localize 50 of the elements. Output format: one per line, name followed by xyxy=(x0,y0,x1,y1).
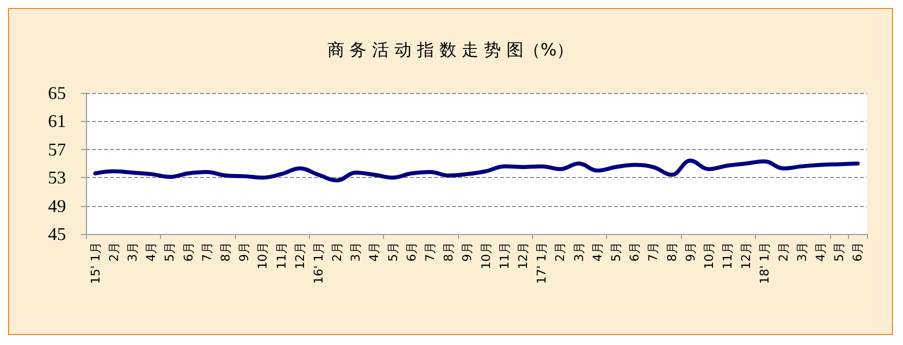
x-tick-label: 11月 xyxy=(720,242,735,270)
y-tick-label: 53 xyxy=(48,168,66,188)
x-tick-label: 6月 xyxy=(850,242,865,262)
y-tick-label: 57 xyxy=(48,139,66,160)
x-tick-label: 10月 xyxy=(478,242,493,270)
chart-title: 商 务 活 动 指 数 走 势 图（%） xyxy=(327,40,574,60)
x-tick-label: 12月 xyxy=(516,242,530,270)
x-tick-label: 12月 xyxy=(739,242,754,270)
x-tick-label: 2月 xyxy=(553,242,568,262)
x-tick-label: 7月 xyxy=(200,242,214,262)
x-tick-label: 2月 xyxy=(776,242,790,262)
x-tick-label: 18' 1月 xyxy=(758,242,772,284)
x-tick-label: 7月 xyxy=(423,242,438,262)
x-tick-label: 3月 xyxy=(794,242,809,262)
x-tick-label: 17' 1月 xyxy=(534,242,549,284)
y-tick-label: 45 xyxy=(48,224,66,244)
x-tick-label: 9月 xyxy=(237,242,252,262)
x-tick-label: 8月 xyxy=(218,242,232,262)
x-tick-label: 10月 xyxy=(256,242,270,270)
x-tick-label: 8月 xyxy=(442,242,456,262)
x-tick-label: 3月 xyxy=(348,242,363,262)
x-tick-label: 4月 xyxy=(367,242,382,262)
x-tick-label: 6月 xyxy=(181,242,196,262)
x-tick-label: 16' 1月 xyxy=(311,242,326,284)
x-tick-label: 5月 xyxy=(386,242,400,262)
x-tick-label: 6月 xyxy=(628,242,642,262)
x-tick-label: 2月 xyxy=(106,242,121,262)
y-tick-label: 65 xyxy=(48,83,66,103)
x-tick-label: 5月 xyxy=(608,242,623,262)
y-tick-label: 61 xyxy=(48,111,66,132)
x-tick-label: 6月 xyxy=(404,242,418,262)
x-tick-label: 9月 xyxy=(683,242,698,262)
x-tick-label: 9月 xyxy=(460,242,474,262)
line-series xyxy=(93,158,860,182)
x-tick-label: 8月 xyxy=(664,242,679,262)
x-tick-label: 10月 xyxy=(702,242,716,270)
x-tick-label: 3月 xyxy=(125,242,140,262)
x-tick-label: 15' 1月 xyxy=(88,242,102,284)
x-tick-label: 11月 xyxy=(497,242,512,270)
x-tick-label: 7月 xyxy=(646,242,660,262)
x-tick-label: 11月 xyxy=(274,242,288,270)
x-tick-label: 12月 xyxy=(292,242,307,270)
x-tick-label: 4月 xyxy=(814,242,828,262)
x-tick-label: 5月 xyxy=(832,242,846,262)
x-tick-label: 4月 xyxy=(590,242,604,262)
x-tick-label: 2月 xyxy=(330,242,344,262)
x-tick-label: 3月 xyxy=(572,242,586,262)
x-tick-label: 5月 xyxy=(162,242,177,262)
x-tick-label: 4月 xyxy=(144,242,158,262)
y-tick-label: 49 xyxy=(48,196,66,216)
